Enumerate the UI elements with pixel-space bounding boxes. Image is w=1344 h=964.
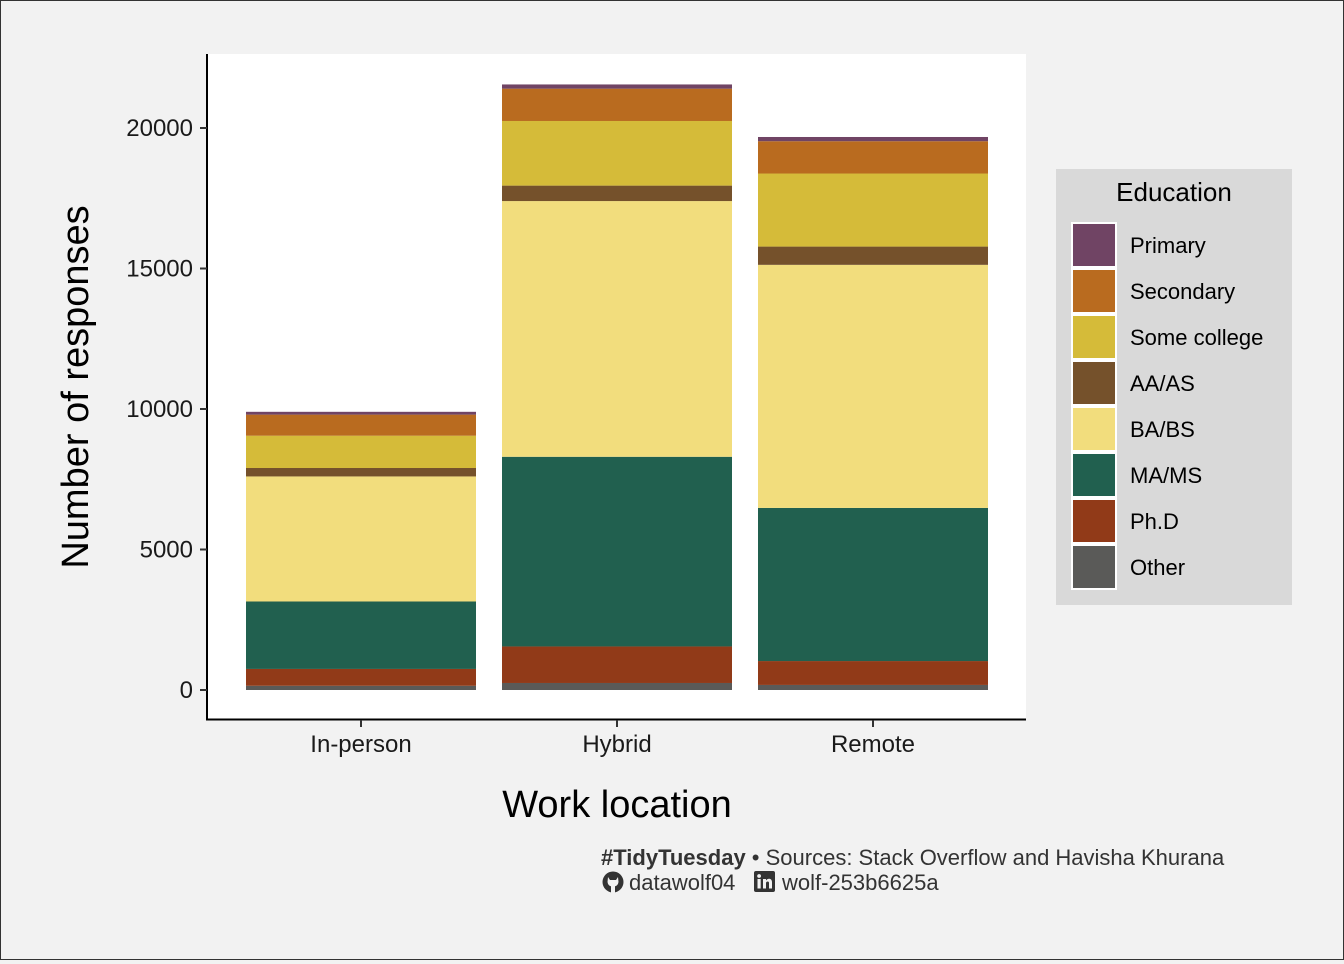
legend-label-ba-bs: BA/BS (1130, 417, 1195, 442)
caption-sources: Sources: Stack Overflow and Havisha Khur… (766, 845, 1225, 870)
bar-segment-hybrid-ba-bs (502, 201, 732, 457)
legend-key-aa-as (1071, 360, 1117, 406)
bar-segment-in-person-ph-d (246, 668, 476, 686)
bar-segment-remote-primary (758, 136, 988, 142)
legend-key-other (1071, 544, 1117, 590)
legend-label-secondary: Secondary (1130, 279, 1235, 304)
bar-segment-remote-secondary (758, 141, 988, 174)
bar-segment-hybrid-primary (502, 84, 732, 89)
bar-segment-hybrid-aa-as (502, 185, 732, 202)
x-tick-label: Hybrid (582, 731, 651, 758)
caption-line-1: #TidyTuesday • Sources: Stack Overflow a… (601, 845, 1225, 870)
legend-items: Primary Secondary Some college AA/AS BA/BS MA… (1071, 222, 1263, 590)
bar-segment-in-person-primary (246, 411, 476, 415)
legend-key-secondary (1071, 268, 1117, 314)
y-axis-title: Number of responses (55, 205, 97, 568)
bar-segment-remote-ba-bs (758, 264, 988, 508)
bar-segment-in-person-aa-as (246, 468, 476, 477)
linkedin-handle: wolf-253b6625a (781, 870, 939, 895)
bar-segment-in-person-ma-ms (246, 601, 476, 669)
legend-label-ma-ms: MA/MS (1130, 463, 1202, 488)
legend-label-ph-d: Ph.D (1130, 509, 1179, 534)
x-axis-title: Work location (502, 784, 732, 826)
bar-segment-in-person-other (246, 685, 476, 690)
bar-segment-hybrid-ma-ms (502, 456, 732, 647)
legend-key-ph-d (1071, 498, 1117, 544)
y-tick-label: 20000 (126, 115, 193, 142)
y-tick-label: 5000 (140, 537, 193, 564)
bar-segment-remote-other (758, 684, 988, 690)
caption-separator: • (746, 845, 766, 870)
bar-segment-remote-aa-as (758, 246, 988, 265)
legend-title: Education (1116, 177, 1232, 207)
bar-segment-hybrid-some-college (502, 120, 732, 186)
legend-key-some-college (1071, 314, 1117, 360)
caption: #TidyTuesday • Sources: Stack Overflow a… (601, 845, 1225, 895)
linkedin-icon (754, 871, 775, 892)
bar-segment-hybrid-ph-d (502, 646, 732, 683)
legend-label-other: Other (1130, 555, 1185, 580)
legend-key-ba-bs (1071, 406, 1117, 452)
bar-segment-remote-some-college (758, 173, 988, 247)
bars-group (246, 84, 988, 690)
y-ticks-group: 0 5000 10000 15000 20000 (126, 115, 207, 704)
bar-segment-hybrid-other (502, 682, 732, 690)
legend-label-aa-as: AA/AS (1130, 371, 1195, 396)
legend-label-primary: Primary (1130, 233, 1206, 258)
x-ticks-group: In-person Hybrid Remote (310, 720, 915, 758)
x-tick-label: Remote (831, 731, 915, 758)
legend-key-ma-ms (1071, 452, 1117, 498)
github-handle: datawolf04 (629, 870, 735, 895)
bar-segment-hybrid-secondary (502, 88, 732, 121)
legend-key-primary (1071, 222, 1117, 268)
y-tick-label: 0 (180, 677, 193, 704)
y-tick-label: 15000 (126, 256, 193, 283)
y-tick-label: 10000 (126, 396, 193, 423)
caption-hashtag: #TidyTuesday (601, 845, 746, 870)
bar-segment-in-person-secondary (246, 414, 476, 436)
x-tick-label: In-person (310, 731, 411, 758)
bar-segment-in-person-ba-bs (246, 476, 476, 602)
legend-label-some-college: Some college (1130, 325, 1263, 350)
legend: Education Primary Secondary Some college AA… (1056, 169, 1292, 605)
bar-segment-in-person-some-college (246, 435, 476, 468)
github-icon (602, 871, 624, 893)
bar-segment-remote-ma-ms (758, 507, 988, 662)
bar-segment-remote-ph-d (758, 661, 988, 685)
